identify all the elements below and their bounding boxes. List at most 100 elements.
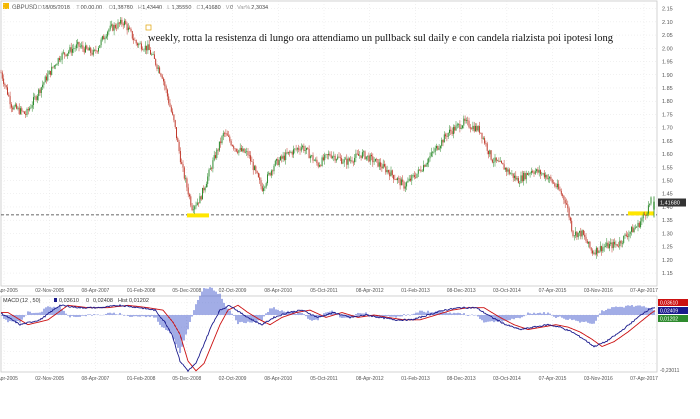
candle-body: [53, 67, 54, 68]
macd-hist-bar: [315, 315, 316, 320]
candle-body: [97, 51, 98, 52]
candle-body: [240, 148, 241, 150]
macd-hist-bar: [477, 315, 478, 316]
candle-body: [203, 188, 204, 190]
candle-body: [480, 133, 481, 134]
macd-hist-bar: [201, 292, 202, 315]
candle-body: [625, 235, 626, 236]
candle-body: [27, 109, 28, 115]
macd-hist-bar: [131, 315, 132, 317]
candle-body: [51, 67, 52, 75]
candle-body: [350, 160, 351, 161]
candle-body: [634, 228, 635, 232]
chart-annotation: weekly, rotta la resistenza di lungo ora…: [148, 33, 614, 44]
macd-hist-bar: [473, 315, 474, 316]
macd-hist-bar: [273, 307, 274, 315]
macd-hist-bar: [341, 315, 342, 318]
candle-body: [285, 152, 286, 160]
macd-hist-bar: [551, 315, 552, 316]
candle-body: [630, 232, 631, 234]
candle-body: [337, 157, 338, 160]
macd-hist-bar: [601, 310, 602, 315]
candle-body: [545, 175, 546, 177]
candle-body: [6, 85, 7, 87]
candle-body: [636, 227, 637, 228]
macd-hist-bar: [241, 315, 242, 322]
macd-hist-bar: [353, 315, 354, 316]
macd-hist-bar: [135, 315, 136, 316]
candle-body: [524, 173, 525, 179]
macd-hist-bar: [137, 315, 138, 317]
candle-body: [612, 242, 613, 248]
macd-hist-bar: [221, 299, 222, 315]
macd-hist-bar: [263, 315, 264, 316]
candle-body: [296, 149, 297, 150]
candle-body: [179, 142, 180, 151]
macd-hist-bar: [247, 315, 248, 322]
candle-body: [261, 180, 262, 186]
candle-body: [537, 169, 538, 172]
candle-body: [443, 140, 444, 142]
macd-hist-bar: [523, 315, 524, 316]
candle-body: [211, 168, 212, 169]
time-tick-label: 05-Oct-2011: [310, 288, 338, 294]
macd-hist-bar: [87, 314, 88, 315]
candle-body: [151, 54, 152, 55]
macd-hist-bar: [255, 315, 256, 322]
candle-body: [95, 50, 96, 51]
macd-hist-bar: [401, 315, 402, 316]
candle-body: [275, 161, 276, 166]
macd-zero-label: 0: [86, 298, 89, 304]
candle-body: [353, 162, 354, 163]
candle-body: [489, 150, 490, 154]
candle-body: [493, 162, 494, 163]
candle-body: [173, 115, 174, 121]
candle-body: [183, 164, 184, 168]
macd-hist-bar: [623, 308, 624, 315]
candle-body: [209, 170, 210, 177]
header-field-value: 00.00.00: [81, 5, 102, 11]
macd-hist-bar: [449, 313, 450, 315]
macd-hist-bar: [417, 313, 418, 315]
candle-body: [133, 39, 134, 40]
macd-hist-bar: [161, 315, 162, 327]
candle-body: [106, 36, 107, 37]
macd-hist-bar: [193, 310, 194, 315]
macd-hist-bar: [89, 314, 90, 315]
candle-body: [544, 173, 545, 177]
macd-hist-bar: [527, 313, 528, 315]
price-tick-label: 1.75: [662, 112, 673, 118]
candle-body: [101, 40, 102, 45]
candle-body: [348, 158, 349, 164]
macd-hist-bar: [147, 315, 148, 316]
candle-body: [168, 96, 169, 103]
candle-body: [391, 170, 392, 176]
macd-hist-bar: [197, 300, 198, 315]
macd-hist-bar: [419, 311, 420, 315]
macd-hist-bar: [175, 315, 176, 344]
candle-body: [163, 79, 164, 82]
candle-body: [64, 53, 65, 55]
macd-hist-bar: [71, 315, 72, 316]
candle-body: [359, 155, 360, 156]
candle-body: [116, 28, 117, 29]
macd-hist-bar: [415, 313, 416, 315]
candle-body: [287, 152, 288, 153]
macd-hist-bar: [79, 315, 80, 317]
candle-body: [255, 166, 256, 171]
candle-body: [575, 232, 576, 236]
candle-body: [578, 233, 579, 237]
candle-body: [580, 231, 581, 236]
macd-hist-bar: [33, 313, 34, 315]
candle-body: [396, 179, 397, 180]
macd-hist-bar: [639, 305, 640, 315]
macd-hist-bar: [69, 315, 70, 317]
macd-hist-bar: [185, 315, 186, 335]
time-tick-label: 02-Oct-2009: [219, 288, 247, 294]
candle-body: [82, 45, 83, 48]
candle-body: [423, 165, 424, 171]
candle-body: [93, 50, 94, 55]
macd-hist-bar: [513, 315, 514, 319]
candle-body: [167, 90, 168, 97]
macd-hist-bar: [301, 313, 302, 315]
